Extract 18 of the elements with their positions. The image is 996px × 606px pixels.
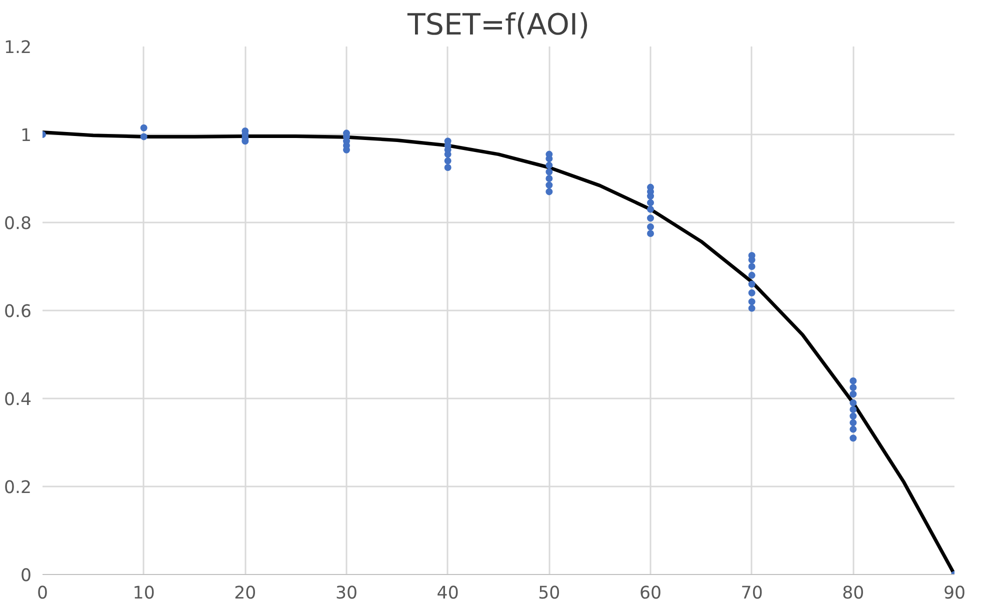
x-tick-label: 60	[639, 584, 662, 604]
y-tick-label: 0	[20, 566, 32, 586]
x-tick-label: 0	[36, 584, 48, 604]
y-tick-label: 1.2	[4, 38, 32, 58]
x-tick-label: 10	[132, 584, 155, 604]
x-tick-label: 30	[335, 584, 358, 604]
x-tick-label: 20	[234, 584, 256, 604]
y-tick-label: 0.6	[4, 302, 32, 322]
y-tick-label: 0.2	[4, 478, 32, 498]
x-tick-label: 80	[842, 584, 864, 604]
y-tick-label: 1	[20, 126, 32, 146]
x-tick-label: 90	[943, 584, 966, 604]
y-tick-label: 0.8	[4, 214, 32, 234]
chart-title: TSET=f(AOI)	[406, 8, 590, 42]
x-tick-label: 50	[538, 584, 560, 604]
x-tick-label: 40	[436, 584, 459, 604]
x-tick-label: 70	[740, 584, 763, 604]
y-tick-label: 0.4	[4, 390, 32, 410]
